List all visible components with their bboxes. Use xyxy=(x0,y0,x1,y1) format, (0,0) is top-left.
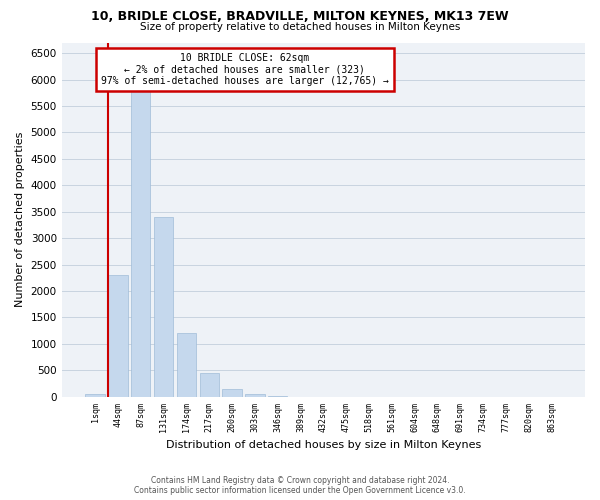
Bar xyxy=(223,389,242,397)
X-axis label: Distribution of detached houses by size in Milton Keynes: Distribution of detached houses by size … xyxy=(166,440,481,450)
Bar xyxy=(154,217,173,397)
Text: 10, BRIDLE CLOSE, BRADVILLE, MILTON KEYNES, MK13 7EW: 10, BRIDLE CLOSE, BRADVILLE, MILTON KEYN… xyxy=(91,10,509,23)
Y-axis label: Number of detached properties: Number of detached properties xyxy=(15,132,25,308)
Bar xyxy=(200,373,219,397)
Text: 10 BRIDLE CLOSE: 62sqm
← 2% of detached houses are smaller (323)
97% of semi-det: 10 BRIDLE CLOSE: 62sqm ← 2% of detached … xyxy=(101,53,389,86)
Text: Contains HM Land Registry data © Crown copyright and database right 2024.
Contai: Contains HM Land Registry data © Crown c… xyxy=(134,476,466,495)
Bar xyxy=(85,394,105,397)
Text: Size of property relative to detached houses in Milton Keynes: Size of property relative to detached ho… xyxy=(140,22,460,32)
Bar xyxy=(177,334,196,397)
Bar xyxy=(268,396,287,397)
Bar xyxy=(108,275,128,397)
Bar xyxy=(131,80,151,397)
Bar xyxy=(245,394,265,397)
